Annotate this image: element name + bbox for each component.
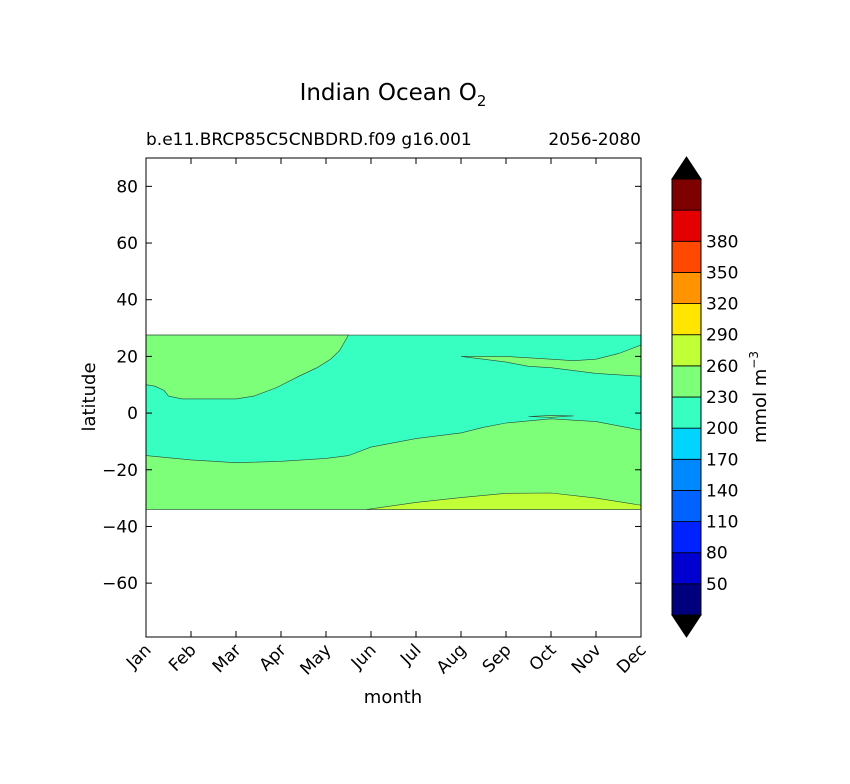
colorbar-segment	[671, 272, 702, 304]
colorbar-segment	[671, 209, 702, 242]
colorbar-segment	[671, 303, 702, 336]
colorbar-frame	[671, 178, 702, 616]
colorbar-tick-label: 350	[706, 263, 738, 283]
x-tick-label: Feb	[165, 640, 200, 675]
y-axis-label: latitude	[79, 362, 100, 431]
y-tick-label: −40	[102, 517, 138, 537]
colorbar-tick-label: 200	[706, 419, 738, 439]
x-tick-label: Jun	[347, 640, 381, 674]
y-tick-label: −60	[102, 574, 138, 594]
colorbar-tick-label: 290	[706, 326, 738, 346]
plot-frame	[145, 157, 642, 638]
colorbar-segment	[671, 583, 702, 616]
colorbar-segment	[671, 552, 702, 585]
colorbar-tick-label: 170	[706, 450, 738, 470]
y-tick-label: 20	[116, 347, 138, 367]
y-tick-label: 40	[116, 291, 138, 311]
colorbar-tick-label: 260	[706, 357, 738, 377]
colorbar: 50 80 110 140 170 200 230 260 290 320 350 380	[671, 156, 738, 638]
y-axis-ticks: 80 60 40 20 0 −20 −40 −60	[102, 177, 641, 594]
y-tick-label: 60	[116, 234, 138, 254]
chart-subtitle-left: b.e11.BRCP85C5CNBDRD.f09 g16.001	[146, 130, 472, 150]
colorbar-unit: mmol m	[750, 369, 771, 443]
x-axis-label: month	[364, 687, 422, 708]
colorbar-segment	[671, 365, 702, 398]
colorbar-segment	[671, 427, 702, 460]
x-tick-label: Apr	[256, 640, 291, 675]
colorbar-label: mmol m−3	[747, 351, 771, 443]
colorbar-tick-label: 140	[706, 481, 738, 501]
colorbar-segment	[671, 490, 702, 522]
colorbar-segment	[671, 240, 702, 273]
colorbar-tick-label: 50	[706, 575, 728, 595]
colorbar-segment	[671, 458, 702, 491]
y-tick-label: 0	[127, 404, 138, 424]
colorbar-tick-label: 380	[706, 232, 738, 252]
x-tick-label: Mar	[209, 640, 246, 677]
x-tick-label: Nov	[568, 640, 606, 678]
x-tick-label: Dec	[613, 640, 650, 677]
chart-subtitle-right: 2056-2080	[548, 130, 641, 150]
contour-band-3	[528, 415, 574, 418]
contour-band-1	[145, 334, 350, 400]
colorbar-tick-label: 230	[706, 388, 738, 408]
colorbar-tick-label: 110	[706, 513, 738, 533]
x-tick-label: Sep	[479, 640, 516, 677]
x-tick-label: Jul	[396, 640, 425, 669]
x-tick-label: May	[297, 640, 336, 679]
colorbar-segment	[671, 334, 702, 367]
colorbar-segment	[671, 178, 702, 211]
colorbar-over-arrow	[671, 156, 702, 180]
colorbar-segment	[671, 521, 702, 554]
colorbar-tick-label: 80	[706, 544, 728, 564]
x-tick-label: Aug	[433, 640, 471, 678]
x-tick-label: Oct	[526, 640, 561, 675]
chart-title: Indian Ocean O2	[300, 80, 487, 110]
chart-title-subscript: 2	[477, 92, 487, 110]
contour-bands	[145, 334, 642, 510]
colorbar-under-arrow	[671, 614, 702, 638]
y-tick-label: −20	[102, 461, 138, 481]
colorbar-tick-label: 320	[706, 295, 738, 315]
plot-area: 80 60 40 20 0 −20 −40 −60 Jan Feb Mar Apr May Jun Jul…	[102, 157, 651, 679]
chart-title-main: Indian Ocean O	[300, 80, 477, 106]
colorbar-segment	[671, 396, 702, 429]
colorbar-unit-superscript: −3	[747, 351, 761, 369]
y-tick-label: 80	[116, 177, 138, 197]
x-tick-label: Jan	[122, 640, 155, 673]
